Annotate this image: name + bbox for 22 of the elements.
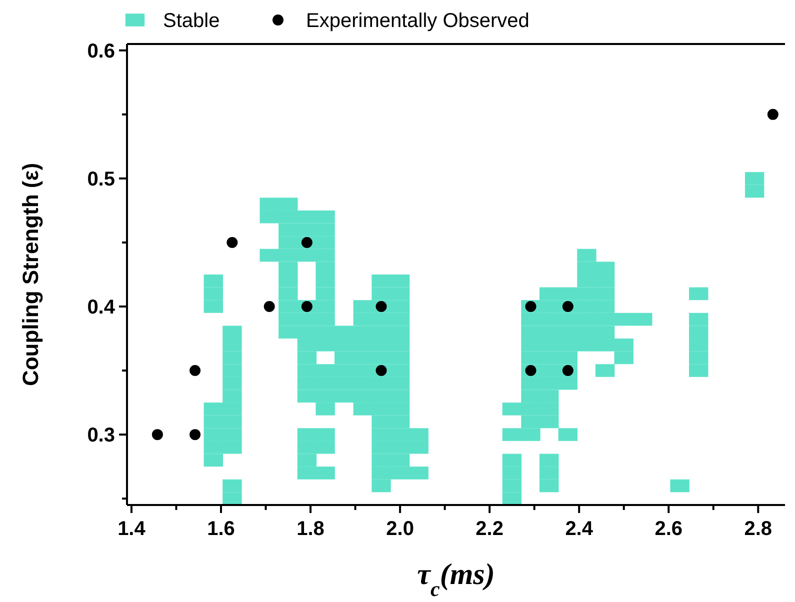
point — [190, 429, 201, 440]
x-tick-label: 2.2 — [476, 518, 504, 540]
x-tick-label: 2.6 — [654, 518, 683, 540]
x-tick-label: 1.8 — [296, 518, 324, 540]
point — [264, 301, 275, 312]
x-tick-label: 2.0 — [386, 518, 414, 540]
y-tick-label: 0.3 — [87, 424, 115, 447]
y-axis-title: Coupling Strength (ε) — [18, 162, 43, 386]
point — [152, 429, 163, 440]
x-tick-label: 2.4 — [565, 518, 594, 540]
x-tick-label: 1.6 — [207, 518, 235, 540]
legend-label: Experimentally Observed — [306, 10, 530, 32]
y-tick-label: 0.5 — [87, 168, 115, 190]
point — [190, 365, 201, 376]
point — [767, 108, 778, 120]
x-axis-title: τ$_{c}$(ms) — [417, 558, 495, 601]
y-tick-label: 0.4 — [87, 296, 116, 319]
y-tick-label: 0.6 — [87, 40, 115, 62]
point — [226, 236, 238, 248]
legend-label: Stable — [163, 10, 220, 32]
x-tick-label: 2.8 — [744, 518, 772, 540]
x-tick-label: 1.4 — [118, 518, 146, 540]
